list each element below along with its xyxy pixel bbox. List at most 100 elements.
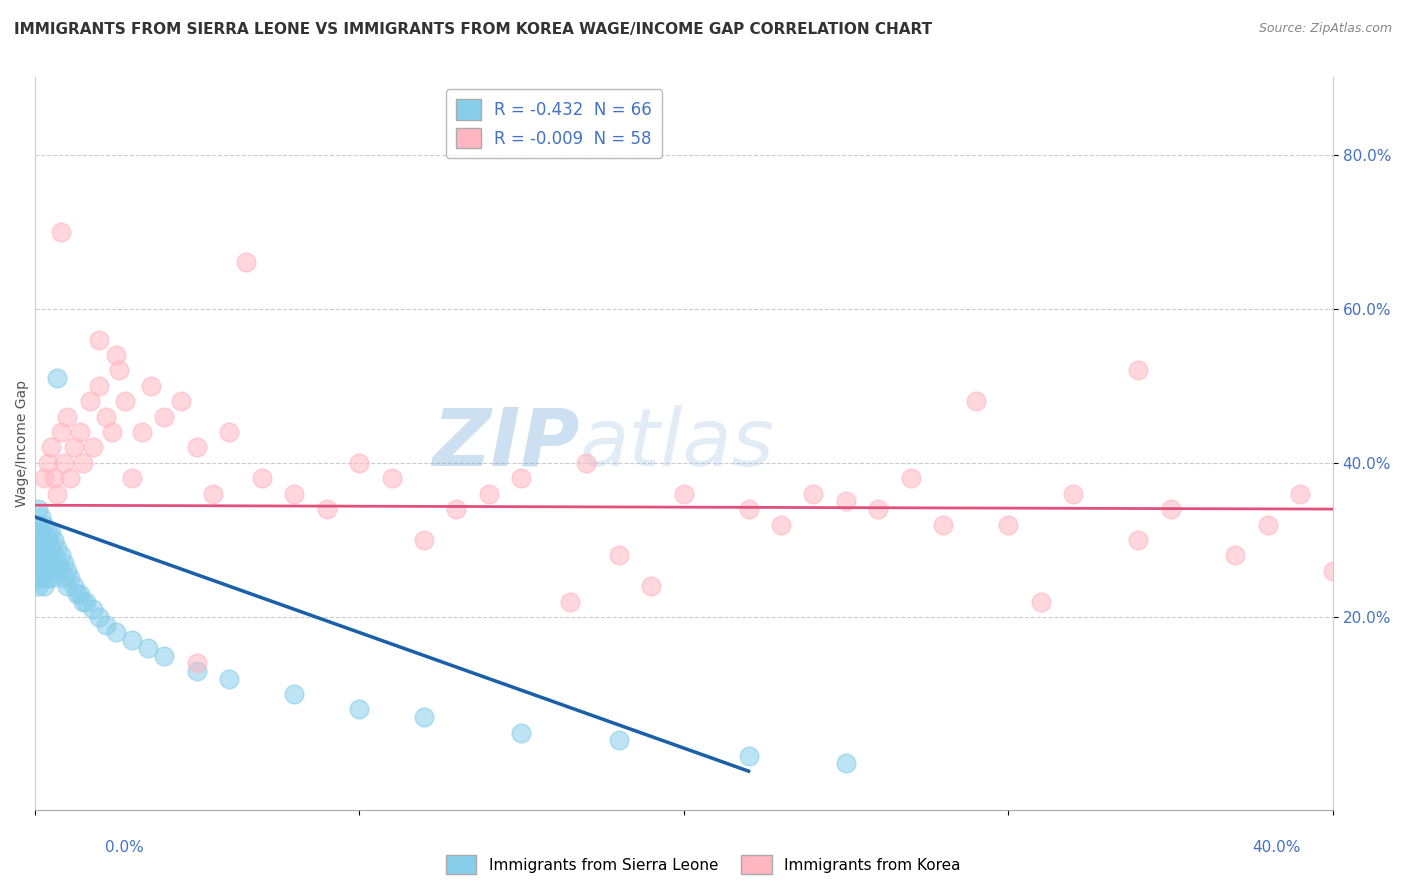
Point <box>34 471 56 485</box>
Point <box>30 564 52 578</box>
Point <box>46 486 69 500</box>
Point <box>235 255 257 269</box>
Point <box>27 502 49 516</box>
Point <box>76 594 98 608</box>
Point <box>835 756 858 771</box>
Point <box>108 363 131 377</box>
Point <box>66 587 89 601</box>
Point <box>37 533 59 547</box>
Point <box>39 441 62 455</box>
Text: 0.0%: 0.0% <box>105 840 145 855</box>
Point <box>30 556 52 570</box>
Point <box>315 502 337 516</box>
Point <box>153 648 176 663</box>
Text: 40.0%: 40.0% <box>1253 840 1301 855</box>
Point <box>347 702 370 716</box>
Point <box>39 525 62 540</box>
Point <box>1126 363 1149 377</box>
Point <box>39 541 62 555</box>
Text: Source: ZipAtlas.com: Source: ZipAtlas.com <box>1258 22 1392 36</box>
Text: IMMIGRANTS FROM SIERRA LEONE VS IMMIGRANTS FROM KOREA WAGE/INCOME GAP CORRELATIO: IMMIGRANTS FROM SIERRA LEONE VS IMMIGRAN… <box>14 22 932 37</box>
Point <box>30 571 52 585</box>
Point <box>46 541 69 555</box>
Point <box>37 549 59 563</box>
Point <box>1160 502 1182 516</box>
Point <box>283 687 305 701</box>
Text: atlas: atlas <box>579 405 775 483</box>
Point <box>39 571 62 585</box>
Point <box>131 425 153 439</box>
Point <box>868 502 890 516</box>
Point <box>1289 486 1312 500</box>
Point <box>770 517 793 532</box>
Point <box>27 571 49 585</box>
Point <box>27 517 49 532</box>
Point <box>72 456 94 470</box>
Point <box>37 556 59 570</box>
Point <box>218 425 240 439</box>
Point <box>34 579 56 593</box>
Point <box>114 394 136 409</box>
Point <box>27 525 49 540</box>
Point <box>510 471 533 485</box>
Point <box>39 556 62 570</box>
Point <box>72 594 94 608</box>
Point <box>49 564 72 578</box>
Text: ZIP: ZIP <box>433 405 579 483</box>
Legend: R = -0.432  N = 66, R = -0.009  N = 58: R = -0.432 N = 66, R = -0.009 N = 58 <box>446 89 662 159</box>
Point <box>347 456 370 470</box>
Point <box>250 471 273 485</box>
Point <box>62 579 84 593</box>
Point <box>835 494 858 508</box>
Point <box>27 556 49 570</box>
Point <box>900 471 922 485</box>
Point <box>186 441 208 455</box>
Point <box>56 579 79 593</box>
Point <box>69 425 91 439</box>
Point <box>607 733 630 747</box>
Point <box>1126 533 1149 547</box>
Point <box>89 333 111 347</box>
Point <box>121 471 143 485</box>
Point <box>121 633 143 648</box>
Point <box>640 579 662 593</box>
Point <box>46 556 69 570</box>
Point <box>1029 594 1052 608</box>
Point <box>94 409 117 424</box>
Point <box>1322 564 1344 578</box>
Point <box>104 625 127 640</box>
Point <box>413 710 436 724</box>
Point <box>672 486 695 500</box>
Point <box>380 471 402 485</box>
Point <box>37 525 59 540</box>
Point <box>34 517 56 532</box>
Point <box>737 748 759 763</box>
Point <box>27 541 49 555</box>
Point <box>169 394 191 409</box>
Point <box>89 378 111 392</box>
Point <box>27 549 49 563</box>
Point <box>283 486 305 500</box>
Point <box>186 657 208 671</box>
Point <box>59 471 82 485</box>
Point <box>803 486 825 500</box>
Point <box>30 525 52 540</box>
Point <box>52 556 75 570</box>
Point <box>575 456 598 470</box>
Point <box>42 471 65 485</box>
Point <box>46 371 69 385</box>
Point <box>965 394 987 409</box>
Point <box>413 533 436 547</box>
Point <box>30 509 52 524</box>
Point <box>1225 549 1247 563</box>
Point <box>932 517 955 532</box>
Point <box>34 549 56 563</box>
Point <box>52 571 75 585</box>
Point <box>30 541 52 555</box>
Point <box>141 378 163 392</box>
Point <box>104 348 127 362</box>
Point <box>186 664 208 678</box>
Point <box>202 486 225 500</box>
Y-axis label: Wage/Income Gap: Wage/Income Gap <box>15 380 30 507</box>
Point <box>59 571 82 585</box>
